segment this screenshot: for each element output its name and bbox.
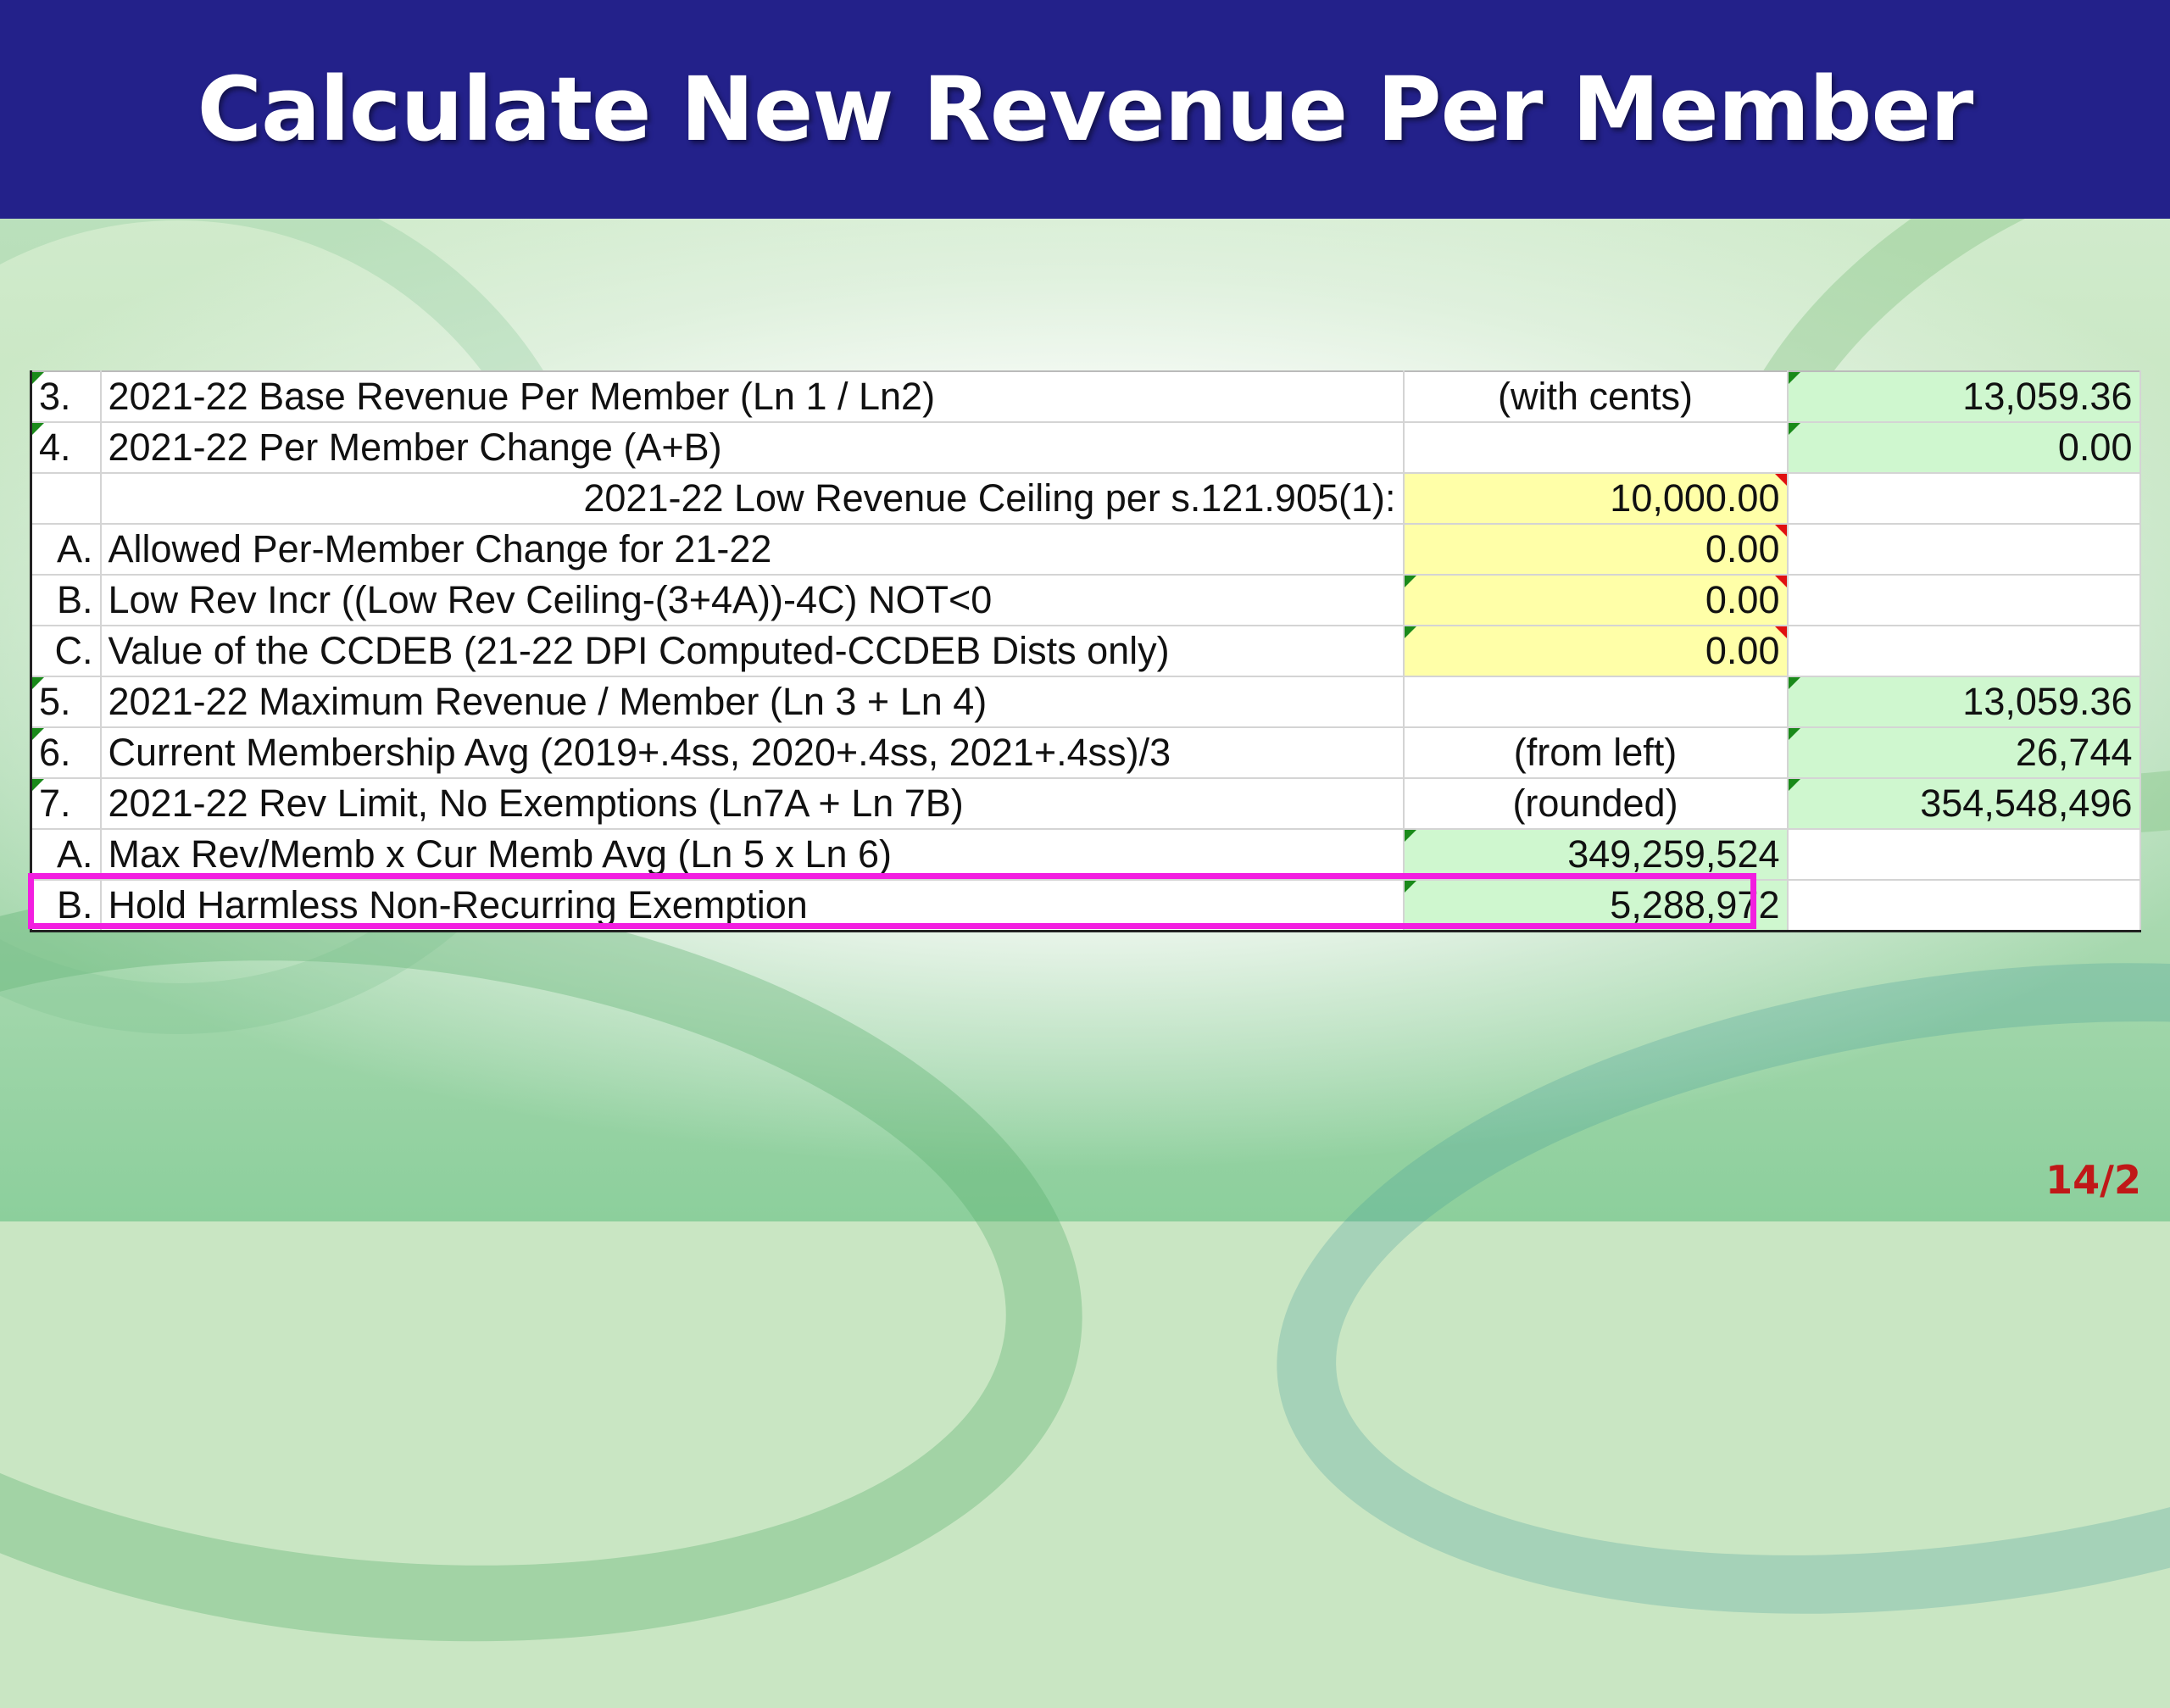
table-row: 6. Current Membership Avg (2019+.4ss, 20… [30, 726, 2141, 779]
row-note-cell[interactable] [1402, 421, 1789, 474]
row-value-cell[interactable] [1786, 523, 2141, 576]
row-label-cell[interactable]: 2021-22 Per Member Change (A+B) [99, 421, 1405, 474]
title-banner: Calculate New Revenue Per Member [0, 0, 2170, 219]
row-value-cell[interactable]: 0.00 [1786, 421, 2141, 474]
table-row: 4. 2021-22 Per Member Change (A+B) 0.00 [30, 421, 2141, 474]
row-value-cell[interactable] [1786, 828, 2141, 881]
row-number-cell[interactable]: 5. [30, 676, 102, 728]
table-row: A. Allowed Per-Member Change for 21-22 0… [30, 523, 2141, 576]
comment-marker-icon [1789, 678, 1800, 689]
input-value-cell[interactable]: 10,000.00 [1402, 472, 1789, 525]
comment-marker-icon [1774, 627, 1786, 638]
table-row: 7. 2021-22 Rev Limit, No Exemptions (Ln7… [30, 777, 2141, 830]
input-value-cell[interactable]: 0.00 [1402, 574, 1789, 626]
table-row: B. Low Rev Incr ((Low Rev Ceiling-(3+4A)… [30, 574, 2141, 626]
comment-marker-icon [1405, 627, 1416, 638]
computed-value-cell[interactable]: 349,259,524 [1402, 828, 1789, 881]
table-row: A. Max Rev/Memb x Cur Memb Avg (Ln 5 x L… [30, 828, 2141, 881]
table-row: C. Value of the CCDEB (21-22 DPI Compute… [30, 625, 2141, 677]
comment-marker-icon [1789, 729, 1800, 740]
row-value-cell[interactable]: 13,059.36 [1786, 676, 2141, 728]
table-row: 5. 2021-22 Maximum Revenue / Member (Ln … [30, 676, 2141, 728]
comment-marker-icon [33, 678, 44, 689]
input-value-cell[interactable]: 0.00 [1402, 523, 1789, 576]
row-value-cell[interactable]: 354,548,496 [1786, 777, 2141, 830]
comment-marker-icon [33, 373, 44, 384]
comment-marker-icon [1789, 424, 1800, 435]
row-label-cell[interactable]: Hold Harmless Non-Recurring Exemption [99, 879, 1405, 932]
table-row: 3. 2021-22 Base Revenue Per Member (Ln 1… [30, 370, 2141, 423]
row-label-cell[interactable]: 2021-22 Base Revenue Per Member (Ln 1 / … [99, 370, 1405, 423]
row-label-cell[interactable]: 2021-22 Maximum Revenue / Member (Ln 3 +… [99, 676, 1405, 728]
comment-marker-icon [1789, 780, 1800, 791]
row-number-cell[interactable]: 3. [30, 370, 102, 423]
row-value-cell[interactable] [1786, 472, 2141, 525]
row-label-cell[interactable]: 2021-22 Low Revenue Ceiling per s.121.90… [99, 472, 1405, 525]
row-note-cell[interactable]: (rounded) [1402, 777, 1789, 830]
comment-marker-icon [33, 729, 44, 740]
row-label-cell[interactable]: Allowed Per-Member Change for 21-22 [99, 523, 1405, 576]
comment-marker-icon [1774, 576, 1786, 587]
row-label-cell[interactable]: Value of the CCDEB (21-22 DPI Computed-C… [99, 625, 1405, 677]
revenue-worksheet: 3. 2021-22 Base Revenue Per Member (Ln 1… [30, 370, 2141, 932]
row-label-cell[interactable]: Current Membership Avg (2019+.4ss, 2020+… [99, 726, 1405, 779]
row-note-cell[interactable]: (from left) [1402, 726, 1789, 779]
row-label-cell[interactable]: Low Rev Incr ((Low Rev Ceiling-(3+4A))-4… [99, 574, 1405, 626]
row-label-cell[interactable]: Max Rev/Memb x Cur Memb Avg (Ln 5 x Ln 6… [99, 828, 1405, 881]
row-number-cell[interactable]: A. [30, 523, 102, 576]
comment-marker-icon [1774, 526, 1786, 537]
table-row: B. Hold Harmless Non-Recurring Exemption… [30, 879, 2141, 932]
row-number-cell[interactable]: B. [30, 879, 102, 932]
row-value-cell[interactable]: 26,744 [1786, 726, 2141, 779]
comment-marker-icon [33, 780, 44, 791]
computed-value-cell[interactable]: 5,288,972 [1402, 879, 1789, 932]
row-number-cell[interactable]: B. [30, 574, 102, 626]
comment-marker-icon [1789, 373, 1800, 384]
comment-marker-icon [1405, 576, 1416, 587]
page-number: 14/2 [2045, 1157, 2141, 1203]
row-value-cell[interactable] [1786, 625, 2141, 677]
row-number-cell[interactable] [30, 472, 102, 525]
comment-marker-icon [1774, 475, 1786, 486]
comment-marker-icon [1405, 881, 1416, 893]
row-label-cell[interactable]: 2021-22 Rev Limit, No Exemptions (Ln7A +… [99, 777, 1405, 830]
slide-title: Calculate New Revenue Per Member [197, 58, 1974, 161]
row-value-cell[interactable] [1786, 879, 2141, 932]
row-value-cell[interactable] [1786, 574, 2141, 626]
row-value-cell[interactable]: 13,059.36 [1786, 370, 2141, 423]
row-number-cell[interactable]: A. [30, 828, 102, 881]
table-row: 2021-22 Low Revenue Ceiling per s.121.90… [30, 472, 2141, 525]
row-number-cell[interactable]: 4. [30, 421, 102, 474]
row-number-cell[interactable]: 6. [30, 726, 102, 779]
row-note-cell[interactable]: (with cents) [1402, 370, 1789, 423]
row-number-cell[interactable]: 7. [30, 777, 102, 830]
comment-marker-icon [33, 424, 44, 435]
comment-marker-icon [1405, 831, 1416, 842]
row-note-cell[interactable] [1402, 676, 1789, 728]
row-number-cell[interactable]: C. [30, 625, 102, 677]
input-value-cell[interactable]: 0.00 [1402, 625, 1789, 677]
